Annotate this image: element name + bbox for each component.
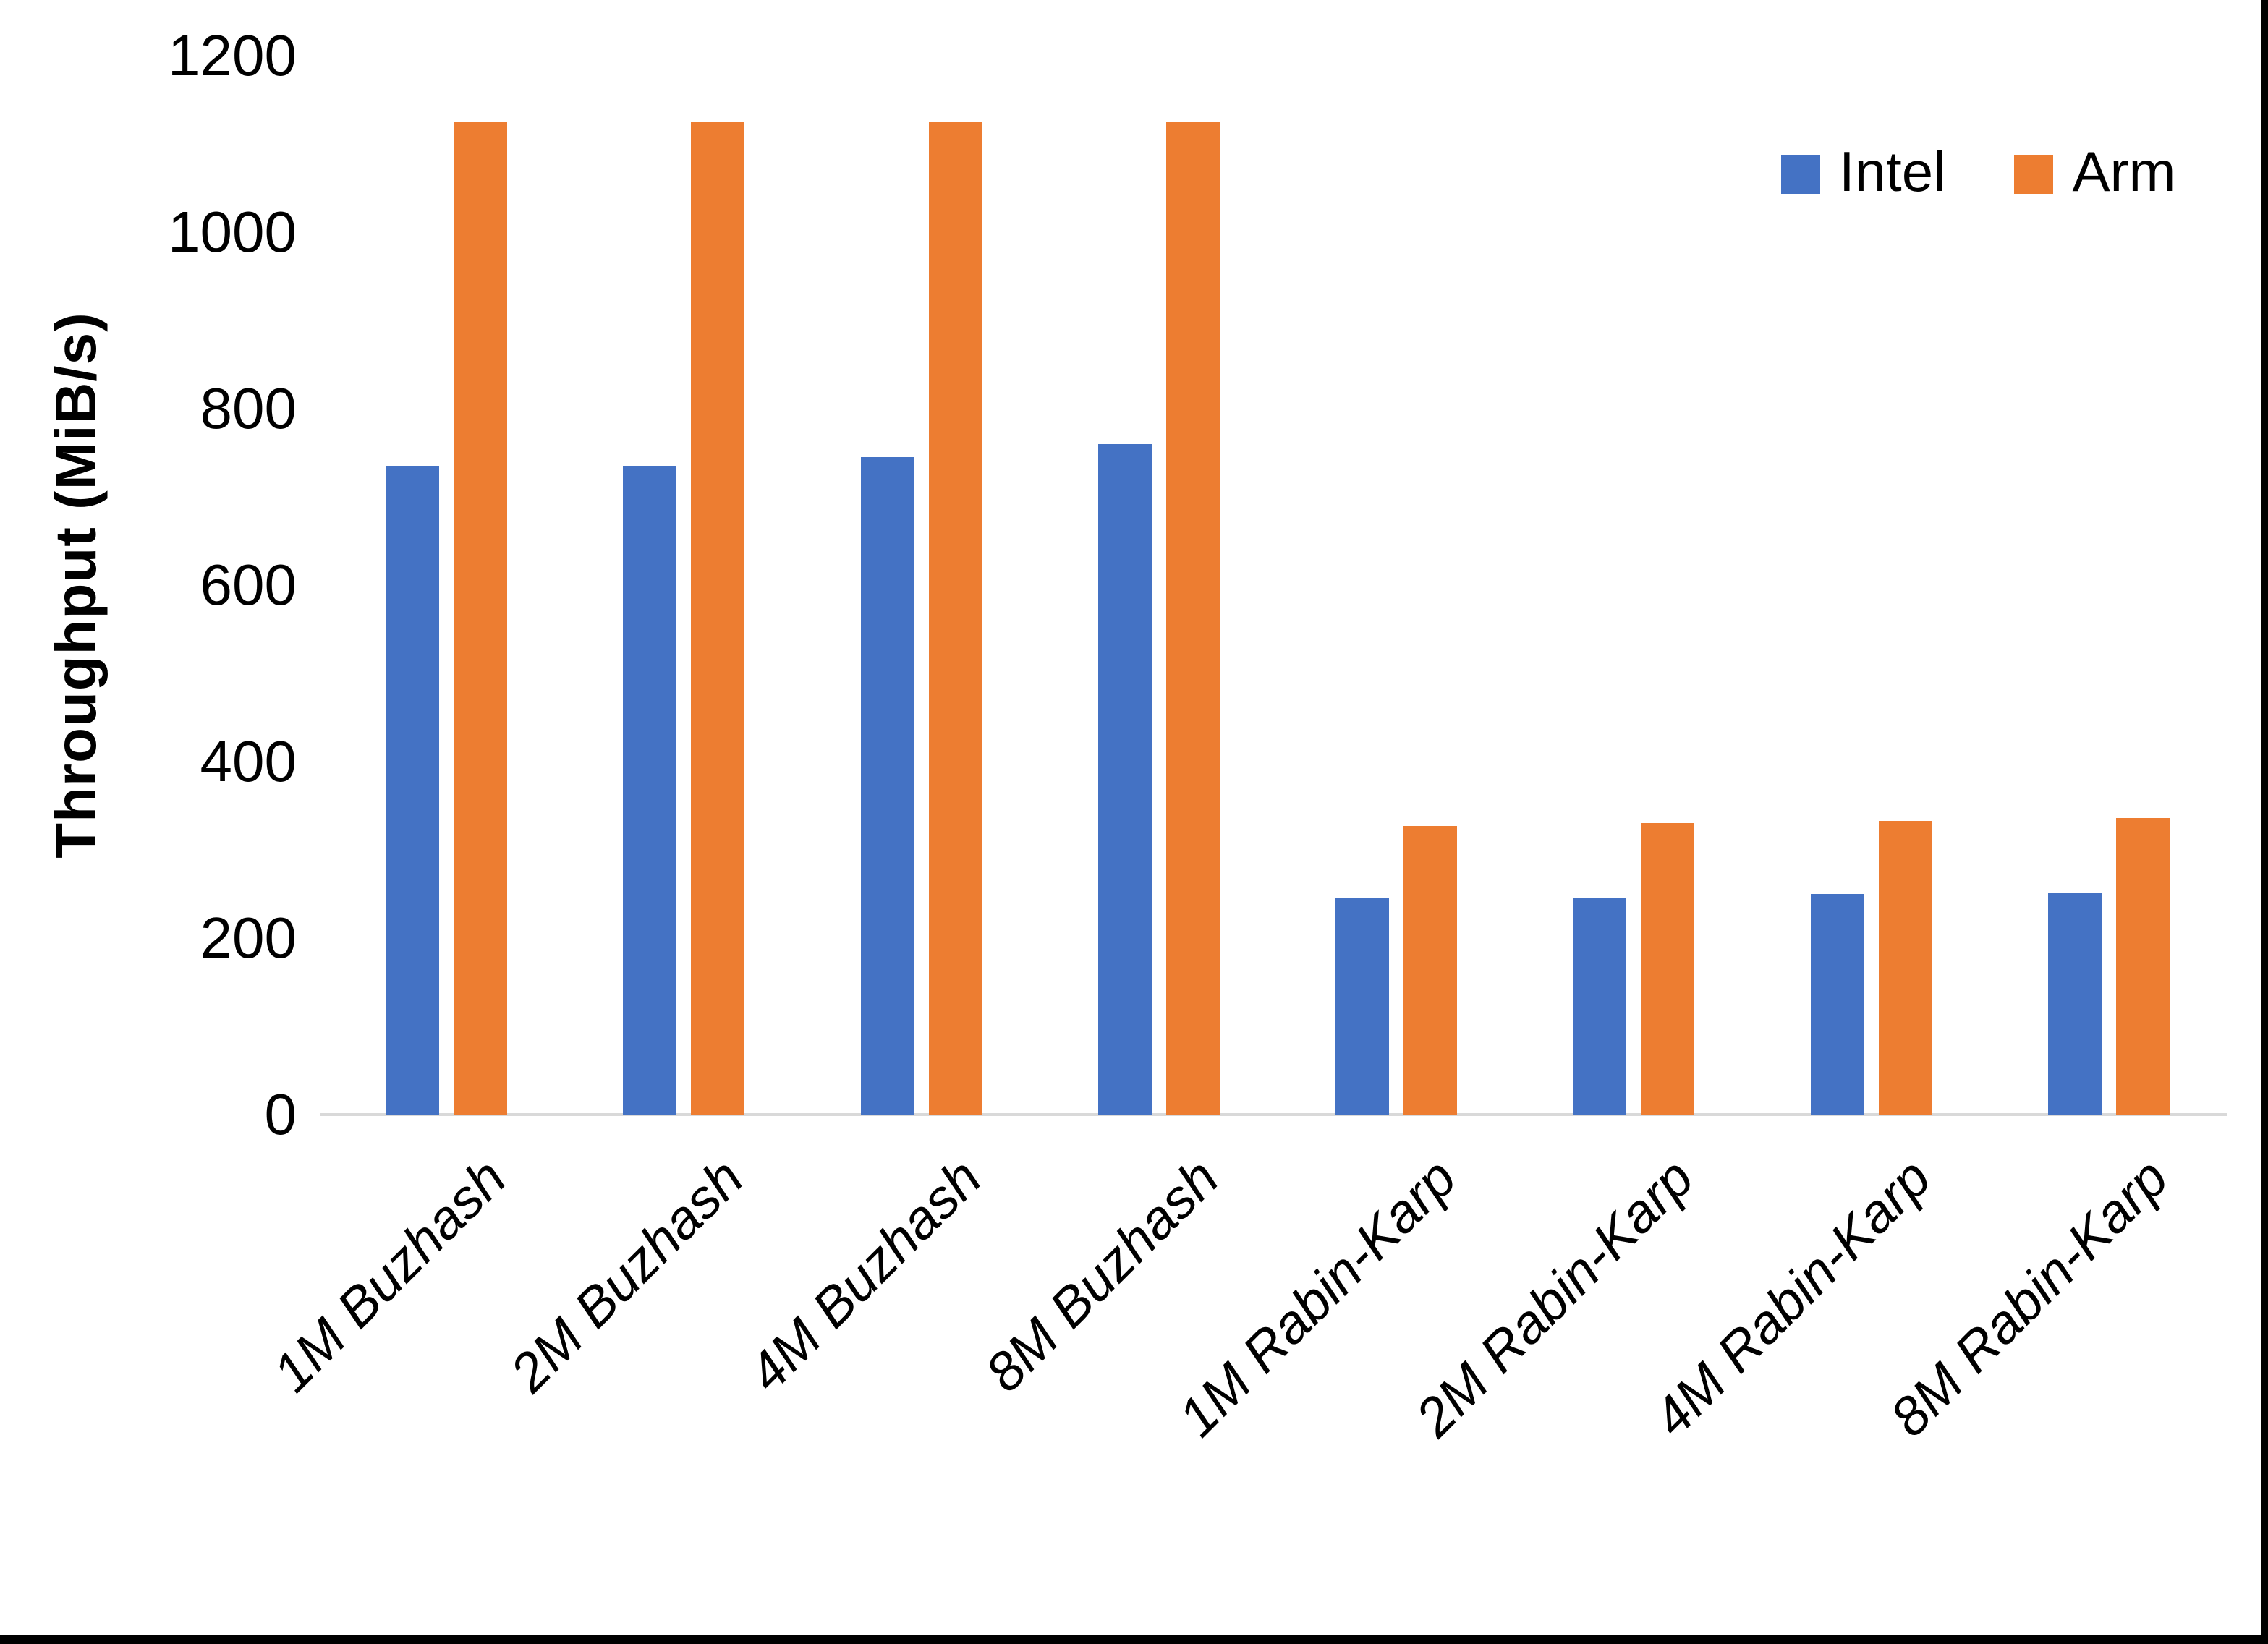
bar-arm [2115,818,2170,1115]
intel-series-swatch-icon [1781,154,1820,194]
legend-item-arm: Arm [2014,139,2175,205]
legend-label-intel: Intel [1839,140,1946,203]
bar-arm [1878,820,1932,1115]
bar-group [1040,56,1278,1115]
y-tick-label: 1000 [168,200,297,264]
x-tick-label: 1M Buzhash [261,1146,518,1403]
legend-item-intel: Intel [1781,139,1945,205]
bar-group [1278,56,1515,1115]
bar-intel [1097,443,1152,1115]
bar-arm [928,122,982,1115]
bar-group [565,56,802,1115]
bar-group [1990,56,2227,1115]
x-axis-line [320,1113,2227,1116]
legend: Intel Arm [1781,139,2175,205]
bar-arm [691,122,745,1115]
x-tick-label: 2M Buzhash [498,1146,755,1403]
y-tick-label: 800 [200,376,297,440]
screenshot-bottom-border [0,1635,2268,1644]
x-tick-label: 4M Buzhash [736,1146,993,1403]
bar-group [803,56,1040,1115]
bar-intel [1573,897,1627,1115]
bar-arm [1165,122,1220,1115]
bar-intel [623,466,677,1115]
plot-area [328,56,2227,1115]
bar-arm [1641,823,1695,1115]
y-tick-label: 1200 [168,23,297,88]
bar-intel [1335,898,1390,1115]
arm-series-swatch-icon [2014,154,2054,194]
bar-arm [1403,826,1458,1115]
bar-group [328,56,565,1115]
y-tick-label: 400 [200,729,297,793]
bar-intel [860,457,914,1115]
bar-intel [386,466,440,1115]
y-tick-label: 0 [264,1082,297,1146]
y-tick-label: 200 [200,906,297,970]
bar-intel [2047,893,2102,1115]
bar-group [1515,56,1752,1115]
y-tick-label: 600 [200,553,297,617]
bar-intel [1810,894,1864,1115]
x-tick-label: 8M Buzhash [973,1146,1230,1403]
bar-group [1753,56,1990,1115]
bar-arm [454,122,508,1115]
screenshot-right-border [2261,0,2268,1644]
legend-label-arm: Arm [2072,140,2176,203]
